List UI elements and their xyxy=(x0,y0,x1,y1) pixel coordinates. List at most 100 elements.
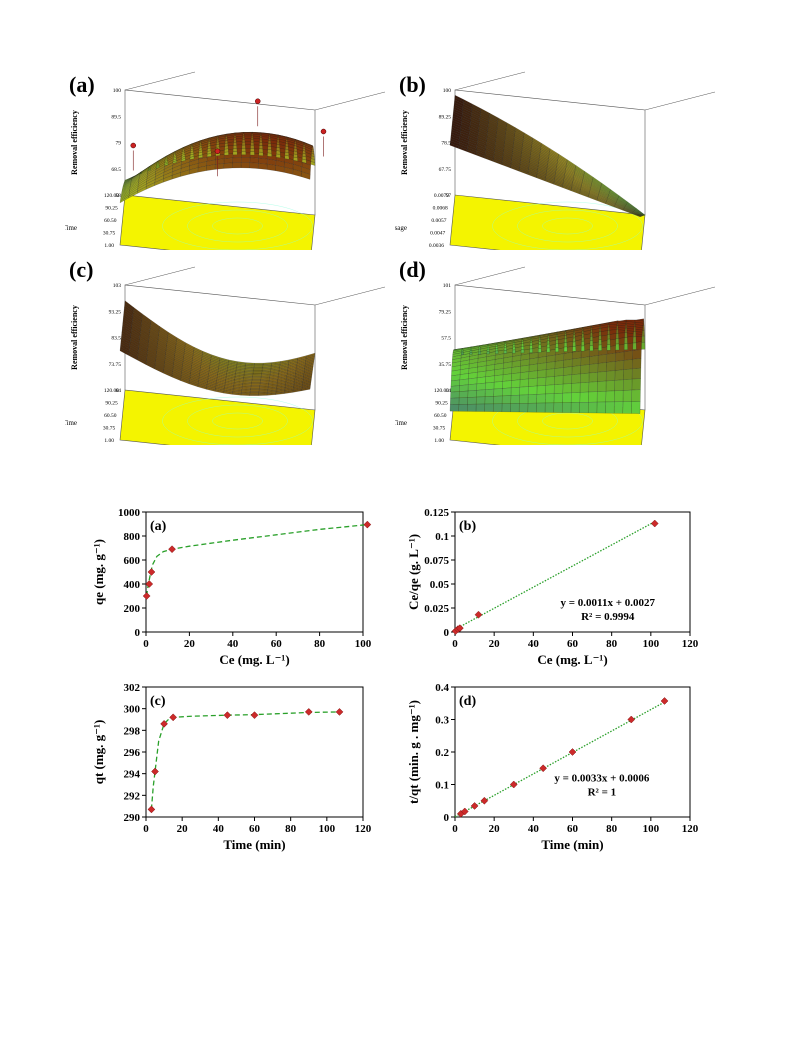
x-tick-label: 40 xyxy=(227,638,239,650)
axis1-title: B: Adsorbent Dosage xyxy=(395,224,407,232)
y-tick-label: 0.1 xyxy=(435,531,449,543)
y-tick-label: 0.075 xyxy=(424,555,449,567)
z-tick-label: 79.25 xyxy=(439,309,452,315)
x-tick-label: 60 xyxy=(249,823,261,835)
y-axis-label: Ce/qe (g. L⁻¹) xyxy=(406,534,421,610)
z-tick-label: 83.5 xyxy=(111,336,121,342)
x-tick-label: 20 xyxy=(489,638,501,650)
panel-letter: (d) xyxy=(459,694,476,709)
axis1-tick-label: 60.50 xyxy=(104,413,117,419)
z-tick-label: 78.5 xyxy=(441,141,451,147)
y-tick-label: 290 xyxy=(124,812,141,824)
axis1-title: C: Time xyxy=(395,419,407,427)
data-point xyxy=(160,719,168,728)
plot-panel-b: 0 20 40 60 80 100 120 0 0.025 0.05 0.075 0.1 0.125 Ce… xyxy=(406,507,699,667)
y-tick-label: 0 xyxy=(444,627,450,639)
z-axis-label: Removal efficiency xyxy=(70,305,79,370)
z-tick-label: 100 xyxy=(113,88,122,94)
back-wall-edge xyxy=(124,71,196,91)
axis1-title: C: Time xyxy=(65,224,77,232)
y-tick-label: 0 xyxy=(135,627,141,639)
fit-r2: R² = 1 xyxy=(588,786,617,798)
y-tick-label: 0 xyxy=(444,812,450,824)
back-wall-edge xyxy=(314,286,386,306)
data-point xyxy=(147,805,156,814)
x-tick-label: 100 xyxy=(355,638,372,650)
z-tick-label: 57.5 xyxy=(441,336,451,342)
axis1-tick-label: 120.00 xyxy=(104,193,119,199)
surface-mesh xyxy=(119,300,316,396)
data-point xyxy=(304,708,313,716)
axis1-tick-label: 120.00 xyxy=(104,388,119,394)
axis1-tick-label: 30.75 xyxy=(433,426,446,432)
back-wall-edge xyxy=(644,286,716,306)
y-tick-label: 298 xyxy=(124,725,141,737)
z-tick-label: 64 xyxy=(116,388,122,394)
plot-frame xyxy=(454,511,691,633)
fit-r2: R² = 0.9994 xyxy=(581,611,635,623)
x-tick-label: 40 xyxy=(528,823,540,835)
x-tick-label: 40 xyxy=(213,823,225,835)
data-point xyxy=(169,713,177,722)
x-tick-label: 120 xyxy=(355,823,372,835)
x-tick-label: 20 xyxy=(177,823,189,835)
back-wall-edge xyxy=(124,266,196,286)
z-tick-label: 35.75 xyxy=(439,362,452,368)
x-tick-label: 80 xyxy=(314,638,326,650)
x-axis-label: Ce (mg. L⁻¹) xyxy=(537,652,607,667)
z-axis-label: Removal efficiency xyxy=(400,305,409,370)
z-tick-label: 101 xyxy=(443,283,452,289)
y-tick-label: 0.3 xyxy=(435,715,449,727)
back-wall-frame xyxy=(454,284,646,410)
x-tick-label: 60 xyxy=(567,638,579,650)
z-tick-label: 89.25 xyxy=(439,114,452,120)
axis1-tick-label: 60.50 xyxy=(434,413,447,419)
data-point xyxy=(223,711,232,720)
fit-line xyxy=(146,523,368,597)
y-axis-label: qt (mg. g⁻¹) xyxy=(91,720,106,785)
y-tick-label: 0.4 xyxy=(435,682,449,694)
contour-line xyxy=(162,201,313,250)
back-wall-edge xyxy=(644,91,716,111)
base-plane xyxy=(119,389,316,445)
axis1-tick-label: 0.0068 xyxy=(433,206,448,212)
x-axis-label: Ce (mg. L⁻¹) xyxy=(219,652,289,667)
x-tick-label: 20 xyxy=(184,638,196,650)
x-tick-label: 20 xyxy=(489,823,501,835)
z-tick-label: 67.75 xyxy=(439,167,452,173)
y-tick-label: 292 xyxy=(124,790,141,802)
design-point xyxy=(130,142,136,149)
contour-line xyxy=(517,209,618,243)
z-tick-label: 103 xyxy=(113,283,122,289)
data-point xyxy=(363,520,372,529)
panel-letter: (b) xyxy=(399,72,426,97)
x-tick-label: 120 xyxy=(682,823,699,835)
axis1-tick-label: 1.00 xyxy=(104,438,114,444)
plot-panel-c: 0 20 40 60 80 100 120 290 292 294 296 298 300 302 Time… xyxy=(91,682,372,852)
x-axis-label: Time (min) xyxy=(541,837,603,852)
data-point xyxy=(335,708,344,716)
axis1-tick-label: 0.0057 xyxy=(431,218,446,224)
fit-equation: y = 0.0033x + 0.0006 xyxy=(554,772,650,784)
x-tick-label: 80 xyxy=(606,823,618,835)
back-wall-edge xyxy=(454,266,526,286)
y-tick-label: 0.125 xyxy=(424,507,449,519)
fit-line xyxy=(454,521,656,630)
data-point xyxy=(142,592,151,600)
axis1-tick-label: 0.0047 xyxy=(430,231,445,237)
y-tick-label: 0.05 xyxy=(430,579,450,591)
z-tick-label: 73.75 xyxy=(109,362,122,368)
panel-letter: (d) xyxy=(399,257,426,282)
axis1-tick-label: 30.75 xyxy=(103,231,116,237)
axis1-title: C: Time xyxy=(65,419,77,427)
y-tick-label: 800 xyxy=(124,531,141,543)
y-tick-label: 0.1 xyxy=(435,780,449,792)
design-point xyxy=(214,148,221,154)
base-plane xyxy=(119,194,316,250)
data-point xyxy=(474,610,483,619)
axis1-tick-label: 1.00 xyxy=(434,438,444,444)
z-tick-label: 89.5 xyxy=(111,114,121,120)
design-point xyxy=(255,98,261,104)
y-tick-label: 0.2 xyxy=(435,747,449,759)
